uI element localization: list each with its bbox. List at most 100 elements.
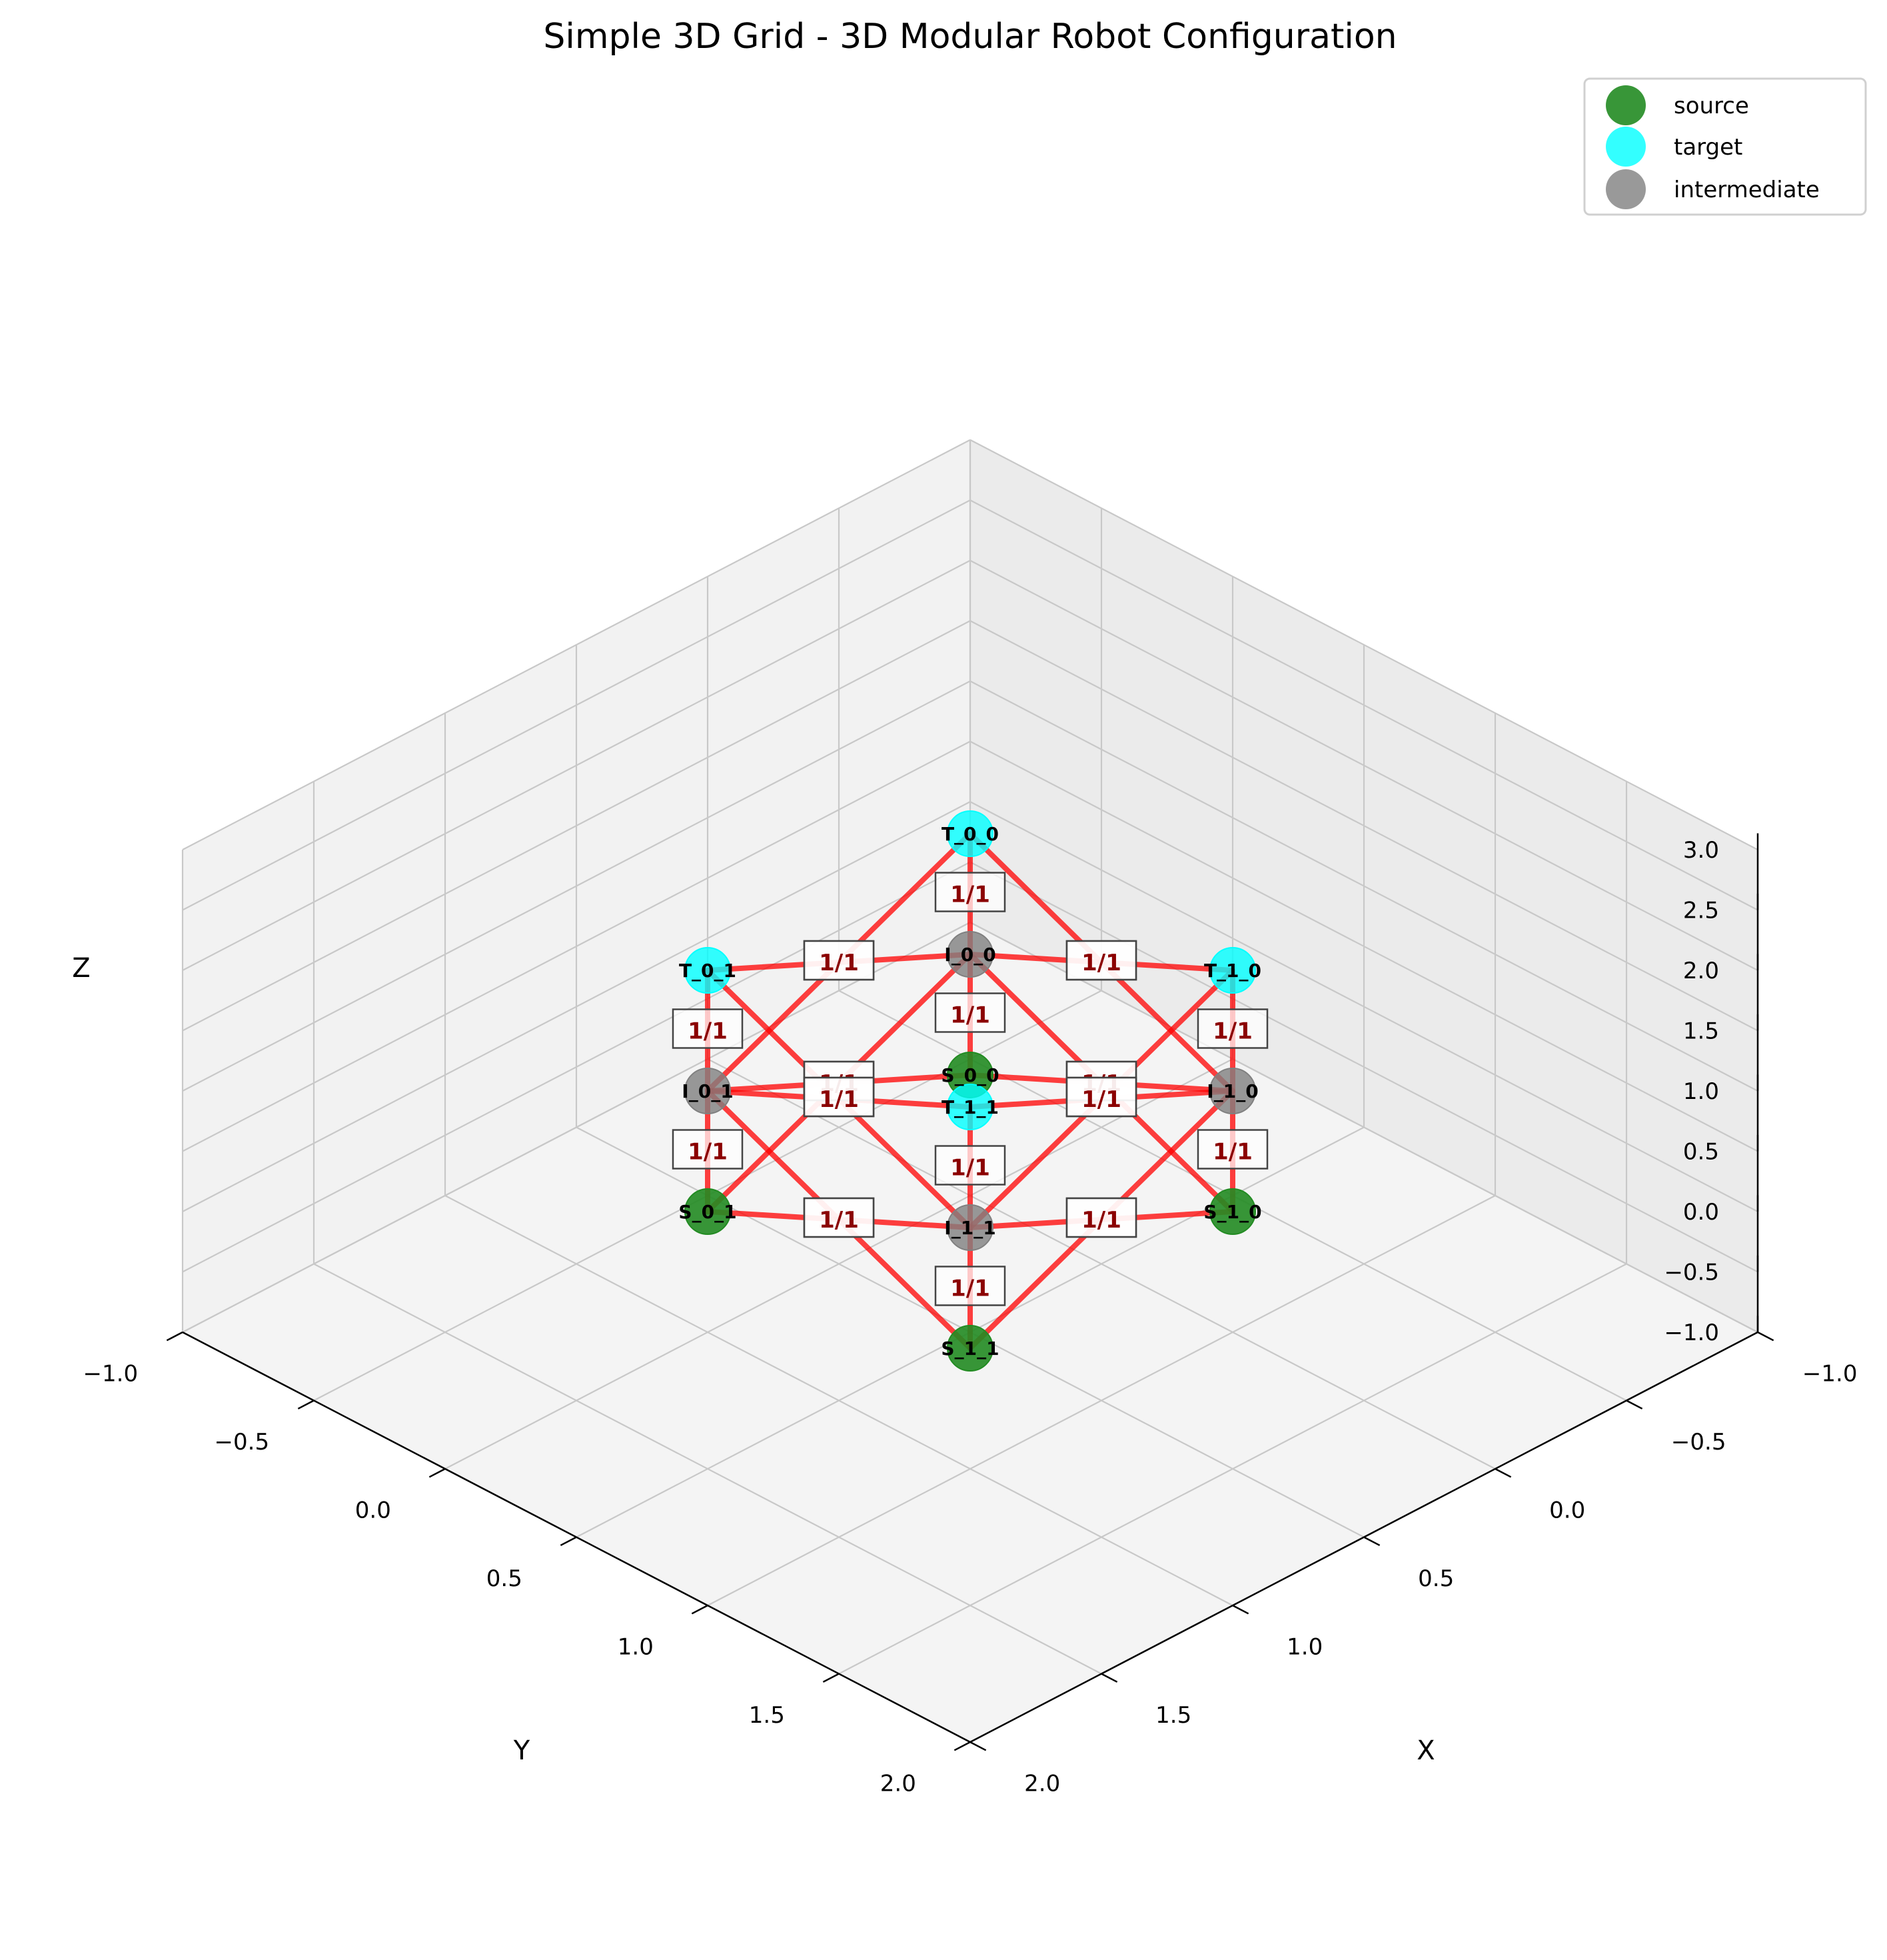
grid-line-floor-y	[313, 1263, 1102, 1675]
edge-label-box	[1065, 1197, 1137, 1238]
grid-line-floor-y	[444, 1195, 1233, 1606]
edge-label-text: 1/1	[950, 882, 990, 908]
x-tick-label: 0.0	[355, 1497, 391, 1524]
edge-label-box	[934, 1266, 1006, 1306]
edge-label-S_0_0-I_0_0: 1/1	[934, 992, 1006, 1033]
legend-marker-source	[1606, 85, 1646, 125]
grid-line-wall-yz-horizontal	[182, 922, 971, 1333]
node-T_1_1	[947, 1084, 993, 1130]
axis-lines	[166, 833, 1774, 1751]
x-tick-label: 1.5	[749, 1702, 785, 1729]
y-tick-label: 1.0	[1287, 1634, 1323, 1661]
grid-line-wall-xz-horizontal	[969, 801, 1758, 1212]
nodes	[684, 810, 1256, 1372]
edge-label-S_1_1-I_1_1: 1/1	[934, 1266, 1006, 1306]
node-I_1_0	[1209, 1068, 1256, 1114]
node-S_1_1	[947, 1325, 993, 1372]
x-tick-label: −1.0	[83, 1361, 139, 1388]
edge-label-I_1_1-T_1_1: 1/1	[934, 1145, 1006, 1186]
grid-line-wall-xz-horizontal	[969, 499, 1758, 911]
y-tick-label: 0.5	[1418, 1565, 1454, 1592]
node-S_1_0	[1209, 1188, 1256, 1235]
z-tick-label: 0.0	[1683, 1199, 1719, 1226]
edge-label-text: 1/1	[688, 1018, 728, 1045]
edge-label-text: 1/1	[950, 1276, 990, 1302]
edge-label-I_1_1-T_0_1: 1/1	[803, 1076, 875, 1118]
edge-label-I_1_0-T_1_0: 1/1	[1197, 1008, 1269, 1049]
edge-label-text: 1/1	[950, 1155, 990, 1182]
grid-line-wall-xz-horizontal	[969, 560, 1758, 971]
node-label-S_1_1: S_1_1	[941, 1338, 999, 1360]
grid-line-wall-xz-horizontal	[969, 439, 1758, 850]
grid-line-wall-xz-horizontal	[969, 922, 1758, 1333]
node-S_0_1	[684, 1188, 731, 1235]
edge-label-text: 1/1	[819, 1086, 859, 1113]
x-tick-mark	[428, 1468, 446, 1478]
y-tick-mark	[1363, 1536, 1381, 1546]
x-tick-mark	[560, 1536, 577, 1546]
edge-label-I_0_0-T_1_0: 1/1	[1065, 940, 1137, 981]
edge-label-text: 1/1	[688, 1139, 728, 1166]
x-tick-label: −0.5	[215, 1429, 270, 1456]
y-axis-label: Y	[513, 1735, 530, 1766]
edge-label-text: 1/1	[1081, 1086, 1121, 1113]
edge-label-box	[1197, 1129, 1269, 1170]
node-I_0_1	[684, 1068, 731, 1114]
legend-marker-intermediate	[1606, 169, 1646, 209]
node-label-I_0_1: I_0_1	[682, 1080, 733, 1102]
node-label-S_0_0: S_0_0	[941, 1064, 999, 1086]
grid-line-wall-yz-horizontal	[182, 861, 971, 1273]
x-tick-mark	[691, 1604, 708, 1615]
legend-label-target: target	[1674, 134, 1742, 161]
grid-line-wall-yz-horizontal	[182, 560, 971, 971]
chart-title: Simple 3D Grid - 3D Modular Robot Config…	[543, 17, 1397, 57]
edge-label-box	[934, 992, 1006, 1033]
node-label-I_1_0: I_1_0	[1207, 1080, 1258, 1102]
tick-labels: −1.0 −0.5 0.0 0.5 1.0 1.5 2.0 −1.0 −0.5 0.0 0.5 1.0…	[83, 837, 1858, 1797]
edge-label-text: 1/1	[819, 950, 859, 976]
edge-label-box	[672, 1008, 744, 1049]
edge-label-box	[1065, 940, 1137, 981]
node-labels: T_0_0 I_0_0 S_0_0 T_0_1 T_1_0 I_0_1 I_1_0 S_0_1…	[678, 823, 1261, 1360]
edge-label-I_0_1-T_0_1: 1/1	[672, 1008, 744, 1049]
legend-label-intermediate: intermediate	[1674, 177, 1820, 203]
legend-label-source: source	[1674, 93, 1749, 119]
edge-label-text: 1/1	[1213, 1139, 1253, 1166]
edge-label-box	[1197, 1008, 1269, 1049]
z-tick-label: 1.5	[1683, 1018, 1719, 1045]
grid-line-wall-xz-horizontal	[969, 680, 1758, 1092]
legend-box	[1583, 77, 1867, 216]
edge-label-box	[934, 872, 1006, 912]
grid-line-wall-yz-horizontal	[182, 680, 971, 1092]
z-tick-label: 3.0	[1683, 837, 1719, 864]
node-label-T_1_0: T_1_0	[1204, 960, 1261, 982]
grid-line-floor-y	[707, 1058, 1496, 1470]
edge-label-box	[803, 1197, 875, 1238]
grid-line-wall-yz-horizontal	[182, 499, 971, 911]
grid-line-wall-yz-horizontal	[182, 801, 971, 1212]
z-tick-label: 2.5	[1683, 898, 1719, 924]
y-tick-mark	[969, 1741, 987, 1751]
edge-label-text: 1/1	[1213, 1018, 1253, 1045]
edge-label-text: 1/1	[819, 1207, 859, 1234]
y-tick-label: −1.0	[1802, 1361, 1858, 1388]
z-tick-label: 1.0	[1683, 1078, 1719, 1105]
edge-labels: 1/1 1/1 1/1 1/1 1/1 1/1 1/1 1/1 1/1 1/1 1/1 1/1 1/1 1…	[672, 872, 1269, 1306]
node-label-T_0_0: T_0_0	[942, 823, 999, 845]
x-tick-label: 1.0	[618, 1634, 654, 1661]
z-tick-label: −1.0	[1664, 1320, 1719, 1346]
y-tick-mark	[1101, 1673, 1118, 1683]
x-tick-label: 0.5	[486, 1565, 522, 1592]
grid-line-wall-yz-horizontal	[182, 740, 971, 1152]
node-T_1_0	[1209, 947, 1256, 994]
y-tick-label: −0.5	[1671, 1429, 1726, 1456]
y-tick-mark	[1626, 1400, 1643, 1410]
edge-label-S_1_0-I_1_0: 1/1	[1197, 1129, 1269, 1170]
edge-label-box	[803, 1076, 875, 1118]
legend: source target intermediate	[1583, 77, 1867, 216]
x-tick-mark	[166, 1331, 183, 1342]
edge-label-box	[934, 1145, 1006, 1186]
z-tick-label: 2.0	[1683, 958, 1719, 984]
edge-label-box	[672, 1129, 744, 1170]
node-T_0_0	[947, 810, 993, 857]
